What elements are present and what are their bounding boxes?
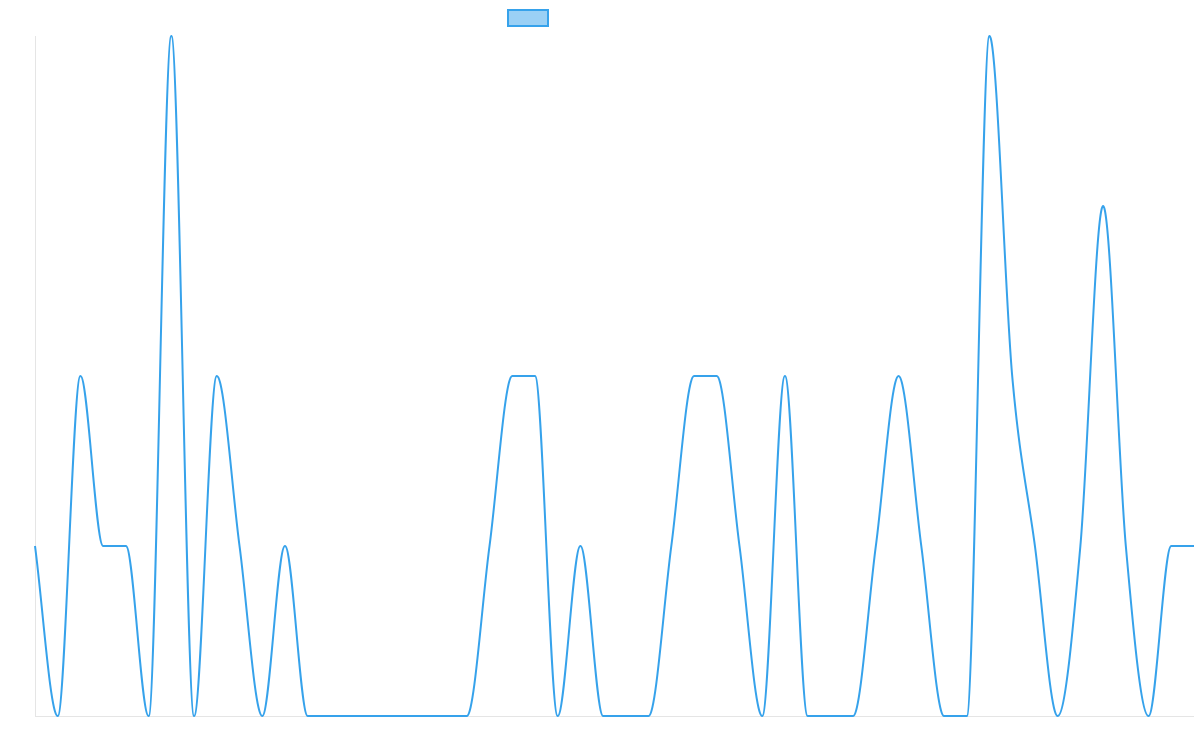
data-point[interactable] [961, 710, 973, 722]
data-point[interactable] [52, 710, 64, 722]
data-point[interactable] [597, 710, 609, 722]
data-point[interactable] [756, 710, 768, 722]
data-point[interactable] [302, 710, 314, 722]
data-point[interactable] [74, 370, 86, 382]
data-point[interactable] [711, 370, 723, 382]
data-point[interactable] [1143, 710, 1155, 722]
data-point[interactable] [893, 370, 905, 382]
data-point[interactable] [97, 540, 109, 552]
data-point[interactable] [484, 540, 496, 552]
data-point[interactable] [1006, 370, 1018, 382]
data-point[interactable] [211, 370, 223, 382]
series-line-0 [34, 34, 1194, 718]
plot-area [29, 30, 1200, 722]
data-point[interactable] [438, 710, 450, 722]
data-point[interactable] [574, 540, 586, 552]
data-point[interactable] [1165, 540, 1177, 552]
data-point[interactable] [324, 710, 336, 722]
data-point[interactable] [506, 370, 518, 382]
data-point[interactable] [1120, 540, 1132, 552]
data-point[interactable] [733, 540, 745, 552]
data-point[interactable] [165, 30, 177, 42]
data-point[interactable] [29, 540, 41, 552]
data-point[interactable] [461, 710, 473, 722]
data-point[interactable] [802, 710, 814, 722]
data-point[interactable] [915, 540, 927, 552]
data-point[interactable] [643, 710, 655, 722]
data-point[interactable] [938, 710, 950, 722]
data-point[interactable] [234, 540, 246, 552]
data-point[interactable] [552, 710, 564, 722]
data-point[interactable] [143, 710, 155, 722]
data-point[interactable] [415, 710, 427, 722]
data-point[interactable] [529, 370, 541, 382]
data-point[interactable] [1097, 200, 1109, 212]
data-point[interactable] [779, 370, 791, 382]
data-point[interactable] [870, 540, 882, 552]
data-point[interactable] [188, 710, 200, 722]
data-point[interactable] [847, 710, 859, 722]
data-point[interactable] [347, 710, 359, 722]
data-point[interactable] [665, 540, 677, 552]
data-point[interactable] [370, 710, 382, 722]
data-point[interactable] [279, 540, 291, 552]
data-point[interactable] [824, 710, 836, 722]
data-point[interactable] [393, 710, 405, 722]
data-point[interactable] [120, 540, 132, 552]
data-point[interactable] [983, 30, 995, 42]
legend-swatch[interactable] [507, 9, 549, 27]
data-point[interactable] [620, 710, 632, 722]
data-point[interactable] [1188, 540, 1200, 552]
data-point[interactable] [256, 710, 268, 722]
data-point[interactable] [1029, 540, 1041, 552]
data-point[interactable] [1052, 710, 1064, 722]
data-point[interactable] [688, 370, 700, 382]
data-point[interactable] [1074, 540, 1086, 552]
